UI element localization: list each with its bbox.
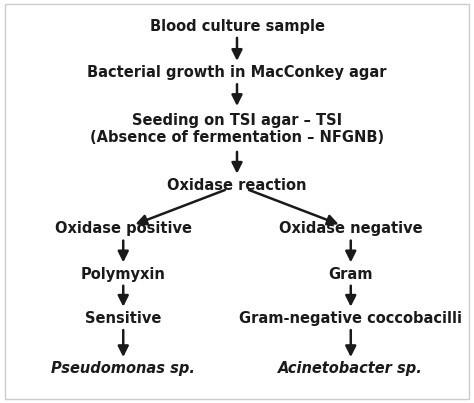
Text: Oxidase positive: Oxidase positive <box>55 221 192 237</box>
Text: Polymyxin: Polymyxin <box>81 266 166 282</box>
Text: Gram-negative coccobacilli: Gram-negative coccobacilli <box>239 311 462 326</box>
Text: Oxidase reaction: Oxidase reaction <box>167 178 307 193</box>
Text: Sensitive: Sensitive <box>85 311 162 326</box>
Text: Oxidase negative: Oxidase negative <box>279 221 423 237</box>
Text: Bacterial growth in MacConkey agar: Bacterial growth in MacConkey agar <box>87 65 387 80</box>
Text: Pseudomonas sp.: Pseudomonas sp. <box>51 361 195 376</box>
Text: Acinetobacter sp.: Acinetobacter sp. <box>278 361 423 376</box>
Text: Blood culture sample: Blood culture sample <box>149 19 325 34</box>
Text: Seeding on TSI agar – TSI
(Absence of fermentation – NFGNB): Seeding on TSI agar – TSI (Absence of fe… <box>90 113 384 145</box>
Text: Gram: Gram <box>328 266 373 282</box>
